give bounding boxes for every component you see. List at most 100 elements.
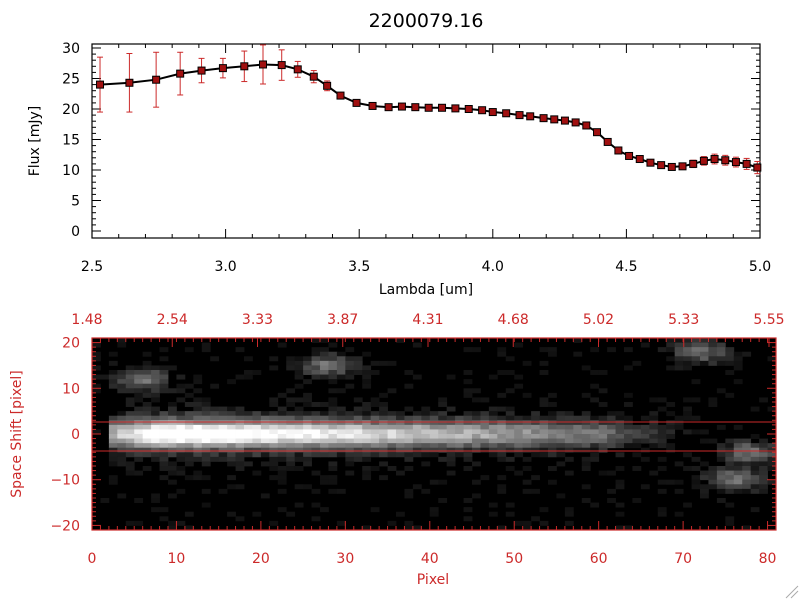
heatmap-cell: [657, 434, 667, 439]
heatmap-cell: [750, 475, 760, 481]
heatmap-cell: [134, 456, 144, 462]
heatmap-cell: [235, 516, 245, 522]
heatmap-cell: [345, 443, 355, 449]
heatmap-cell: [421, 447, 431, 453]
resize-grip-icon[interactable]: [785, 585, 799, 599]
heatmap-cell: [725, 447, 735, 453]
heatmap-cell: [336, 411, 346, 417]
data-point: [488, 108, 497, 117]
heatmap-cell: [514, 452, 524, 458]
heatmap-cell: [548, 411, 557, 417]
heatmap-cell: [539, 438, 549, 444]
heatmap-cell: [472, 420, 481, 426]
data-point: [731, 158, 740, 167]
heatmap-cell: [657, 429, 667, 435]
heatmap-cell: [683, 502, 692, 508]
heatmap-cell: [244, 374, 253, 380]
heatmap-cell: [429, 443, 439, 449]
heatmap-cell: [472, 443, 481, 449]
heatmap-cell: [294, 424, 304, 430]
heatmap-cell: [294, 374, 304, 380]
heatmap-cell: [379, 424, 388, 430]
heatmap-cell: [168, 406, 177, 412]
heatmap-cell: [505, 456, 515, 462]
heatmap-cell: [159, 434, 169, 439]
data-point: [397, 102, 406, 111]
heatmap-cell: [303, 411, 312, 417]
heatmap-cell: [438, 420, 448, 426]
heatmap-cell: [607, 438, 616, 444]
heatmap-cell: [396, 424, 405, 430]
heatmap-cell: [142, 370, 152, 375]
heatmap-cell: [176, 397, 186, 403]
spectrum-2d-heatmap: 0 10 20 30 40 50 60 70 80 −20 −10 0 10 20 1.48 2.54 3.33…: [50, 312, 784, 567]
heatmap-cell: [159, 438, 169, 444]
heatmap-cell: [396, 338, 405, 343]
heatmap-cell: [716, 452, 726, 458]
heatmap-cell: [100, 374, 110, 380]
heatmap-cell: [218, 443, 228, 449]
heatmap-cell: [311, 415, 321, 421]
heatmap-cell: [201, 443, 211, 449]
heatmap-cell: [303, 438, 312, 444]
heatmap-cell: [92, 388, 101, 394]
heatmap-cell: [353, 356, 363, 362]
heatmap-cell: [497, 525, 507, 531]
heatmap-cell: [193, 447, 203, 453]
heatmap-cell: [556, 438, 566, 444]
heatmap-cell: [708, 438, 718, 444]
heatmap-cell: [227, 447, 236, 453]
heatmap-cell: [455, 452, 464, 458]
heatmap-cell: [514, 342, 524, 348]
heatmap-cell: [336, 420, 346, 426]
heatmap-cell: [320, 365, 329, 371]
heatmap-cell: [556, 461, 566, 467]
heatmap-cell: [151, 365, 160, 371]
heatmap-cell: [488, 438, 498, 444]
heatmap-cell: [708, 347, 718, 353]
chart-title: 2200079.16: [369, 10, 484, 32]
heatmap-cell: [564, 470, 574, 476]
heatmap-cell: [134, 415, 144, 421]
data-point: [689, 159, 698, 168]
data-point: [438, 103, 447, 112]
data-point: [240, 62, 249, 71]
heatmap-cell: [396, 438, 405, 444]
heatmap-cell: [294, 411, 304, 417]
data-point: [293, 65, 302, 74]
heatmap-cell: [244, 452, 253, 458]
heatmap-cell: [151, 420, 160, 426]
heatmap-cell: [328, 411, 338, 417]
heatmap-cell: [581, 466, 591, 471]
heatmap-cell: [117, 461, 127, 467]
heatmap-cell: [244, 411, 253, 417]
heatmap-cell: [691, 484, 701, 490]
heatmap-cell: [227, 484, 236, 490]
heatmap-cell: [159, 415, 169, 421]
heatmap-cell: [159, 383, 169, 389]
heatmap-cell: [117, 383, 127, 389]
heatmap-cell: [328, 475, 338, 481]
heatmap-cell: [404, 520, 414, 526]
top-wavelength-label: 3.33: [242, 312, 273, 328]
data-point: [368, 101, 377, 110]
heatmap-cell: [370, 360, 380, 366]
heatmap-cell: [716, 356, 726, 362]
heatmap-cell: [269, 456, 279, 462]
data-point: [635, 155, 644, 164]
heatmap-cell: [581, 461, 591, 467]
heatmap-cell: [345, 383, 355, 389]
heatmap-cell: [700, 470, 709, 476]
heatmap-cell: [142, 351, 152, 357]
heatmap-cell: [328, 370, 338, 375]
top-wavelength-label: 2.54: [157, 312, 188, 328]
heatmap-cell: [548, 452, 557, 458]
heatmap-cell: [345, 365, 355, 371]
heatmap-cell: [598, 424, 608, 430]
data-point: [323, 81, 332, 90]
heatmap-cell: [438, 443, 448, 449]
heatmap-cell: [260, 420, 270, 426]
top-wavelength-label: 5.33: [668, 312, 699, 328]
heatmap-cell: [683, 397, 692, 403]
